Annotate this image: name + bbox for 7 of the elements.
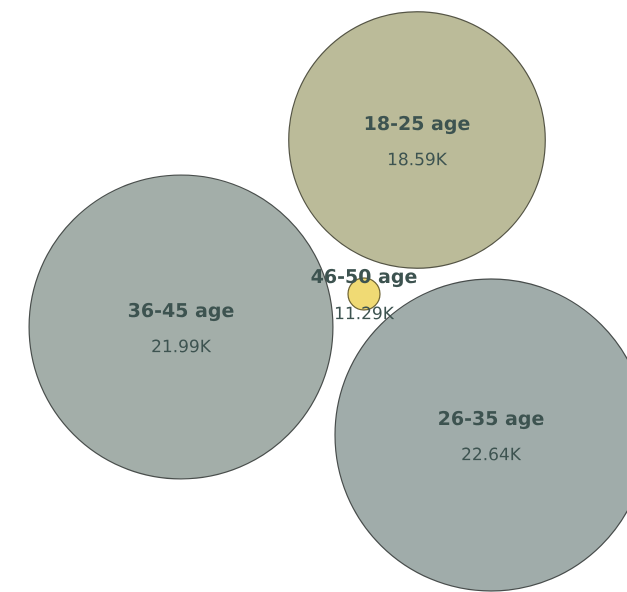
category-label: 36-45 age bbox=[128, 302, 234, 322]
data-label: 22.64K bbox=[462, 448, 522, 460]
data-label: 18.59K bbox=[388, 152, 448, 166]
category-label: 18-25 age bbox=[366, 116, 470, 134]
category-label: 26-35 age bbox=[439, 410, 544, 430]
data-label: 11.29K bbox=[336, 306, 394, 320]
data-label: 21.99K bbox=[152, 340, 212, 352]
